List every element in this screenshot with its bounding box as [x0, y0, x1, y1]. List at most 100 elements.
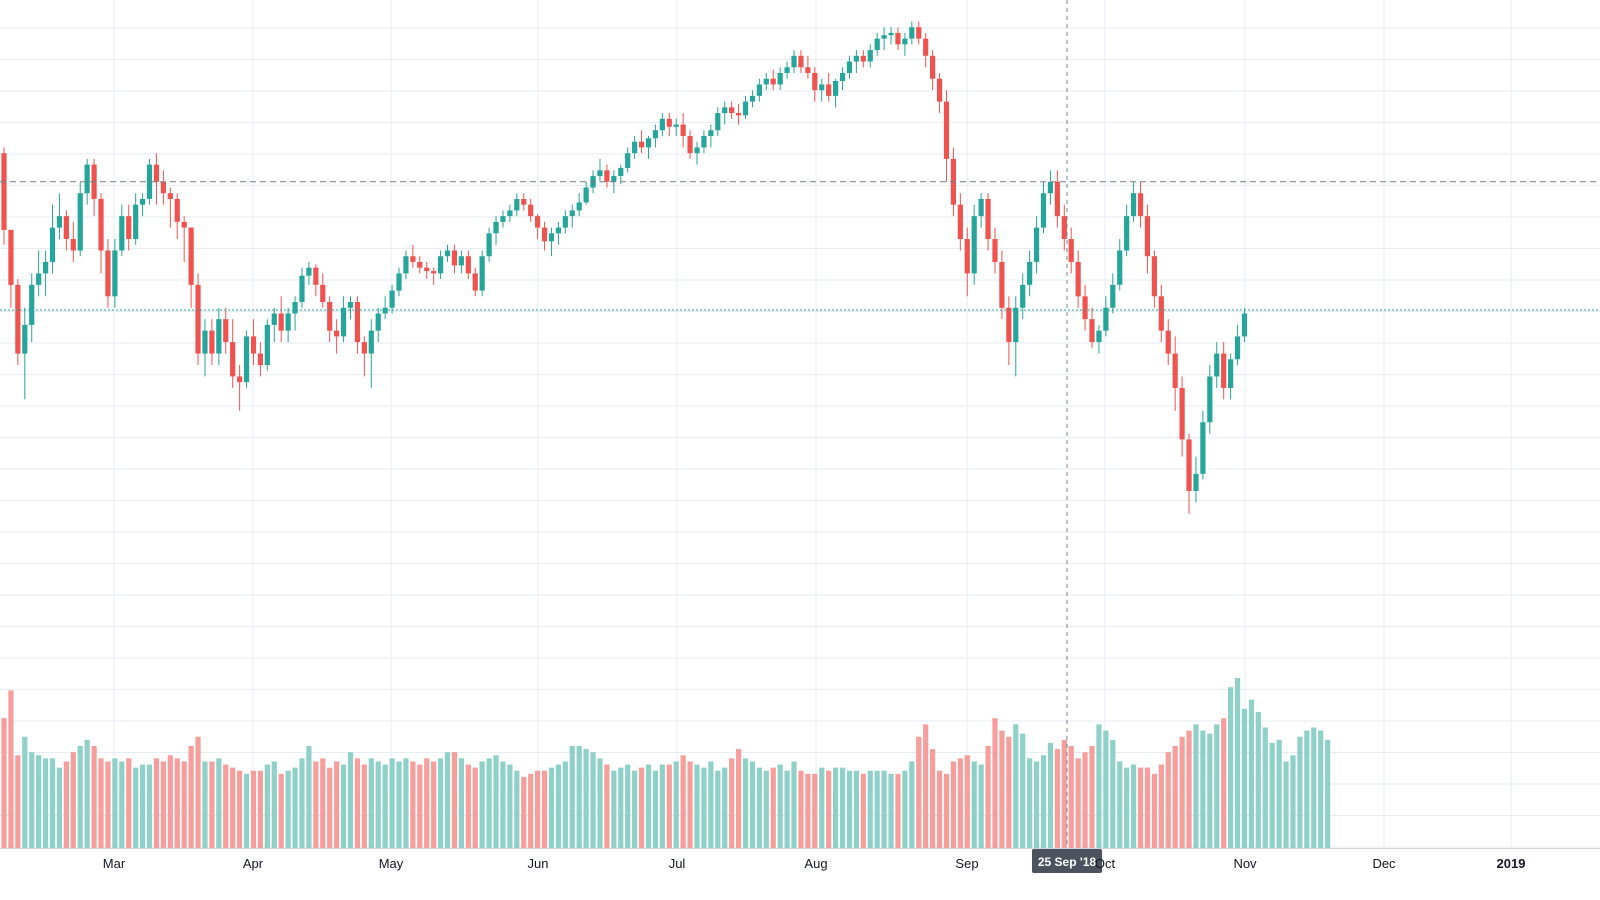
- candle-body: [8, 229, 14, 285]
- candle-body: [1047, 181, 1054, 194]
- candle-body: [410, 256, 416, 262]
- candle-body: [1234, 336, 1241, 360]
- volume-bar: [1054, 749, 1060, 848]
- candle-body: [42, 261, 49, 274]
- candle-body: [687, 135, 693, 154]
- candle-body: [77, 193, 83, 251]
- candle-body: [749, 95, 756, 102]
- candle-body: [1054, 181, 1060, 217]
- volume-bar: [701, 767, 707, 848]
- candle-body: [56, 216, 63, 228]
- volume-bar: [271, 761, 277, 848]
- volume-bar: [1228, 687, 1234, 848]
- candle-body: [250, 336, 257, 354]
- candle-body: [1110, 284, 1116, 308]
- volume-bar: [320, 758, 326, 848]
- candle-body: [105, 250, 111, 297]
- candle-body: [29, 284, 35, 325]
- volume-bar: [424, 758, 430, 848]
- volume-bar: [181, 761, 187, 848]
- candle-body: [1061, 216, 1067, 240]
- candle-body: [63, 216, 69, 240]
- candle-body: [694, 147, 700, 154]
- volume-bar: [195, 736, 201, 848]
- crosshair: 25 Sep '18: [1032, 0, 1102, 873]
- candle-body: [1241, 313, 1248, 337]
- candle-body: [507, 210, 513, 217]
- volume-bar: [742, 758, 749, 848]
- candle-body: [1, 153, 7, 230]
- candle-body: [437, 256, 444, 274]
- volume-bar: [500, 761, 506, 848]
- candle-body: [978, 198, 984, 217]
- volume-bar: [645, 764, 652, 848]
- candle-body: [1144, 216, 1151, 257]
- volume-bar: [999, 730, 1005, 848]
- volume-bar: [846, 770, 853, 848]
- volume-bar: [1207, 733, 1213, 848]
- candle-body: [618, 168, 624, 177]
- candle-body: [936, 78, 943, 102]
- candle-body: [756, 84, 762, 96]
- candle-body: [874, 38, 880, 51]
- volume-bar: [562, 761, 568, 848]
- candle-body: [632, 141, 638, 154]
- candle-body: [798, 55, 804, 68]
- candle-body: [98, 198, 104, 251]
- volume-bar: [1318, 730, 1324, 848]
- candle-body: [853, 55, 859, 62]
- candle-body: [22, 324, 28, 354]
- x-tick-label: Apr: [243, 856, 264, 871]
- candle-body: [638, 141, 645, 148]
- volume-bar: [1172, 746, 1178, 848]
- candle-body: [673, 124, 679, 127]
- candle-body: [535, 216, 541, 228]
- volume-bar: [507, 764, 513, 848]
- candle-body: [15, 284, 21, 354]
- volume-bar: [264, 764, 270, 848]
- candle-body: [230, 342, 236, 377]
- x-tick-label: Dec: [1372, 856, 1396, 871]
- volume-bar: [860, 773, 866, 848]
- volume-bar: [978, 764, 984, 848]
- volume-bar: [1325, 739, 1331, 848]
- volume-bar: [1117, 761, 1123, 848]
- volume-bar: [472, 767, 478, 848]
- volume-bar: [1137, 767, 1144, 848]
- candle-body: [971, 216, 977, 274]
- volume-bar: [1110, 739, 1116, 848]
- volume-bar: [839, 767, 846, 848]
- volume-bar: [327, 767, 333, 848]
- candle-body: [1228, 359, 1234, 388]
- volume-bar: [8, 690, 14, 848]
- volume-bar: [632, 770, 638, 848]
- candle-body: [334, 330, 340, 337]
- candle-body: [604, 170, 610, 182]
- volume-bar: [1179, 736, 1185, 848]
- candle-body: [70, 239, 76, 251]
- volume-bar: [389, 758, 395, 848]
- candle-body: [784, 67, 790, 73]
- candle-body: [285, 313, 291, 331]
- volume-bar: [202, 761, 208, 848]
- volume-bar: [285, 770, 291, 848]
- candle-body: [1165, 330, 1171, 354]
- time-axis: Mar Apr May Jun Jul Aug Sep Oct Nov Dec 2019: [0, 848, 1600, 871]
- candle-body: [680, 124, 686, 136]
- volume-bar: [36, 755, 42, 848]
- candle-body: [777, 72, 783, 85]
- volume-bar: [729, 758, 735, 848]
- candle-body: [292, 302, 298, 314]
- volume-bar: [1283, 761, 1289, 848]
- volume-bar: [1186, 730, 1192, 848]
- volume-bar: [112, 758, 118, 848]
- volume-bar: [1047, 742, 1054, 848]
- candle-body: [500, 216, 506, 222]
- candle-body: [1082, 296, 1088, 320]
- candle-body: [306, 267, 312, 276]
- candle-body: [264, 324, 270, 365]
- candle-body: [1033, 227, 1040, 262]
